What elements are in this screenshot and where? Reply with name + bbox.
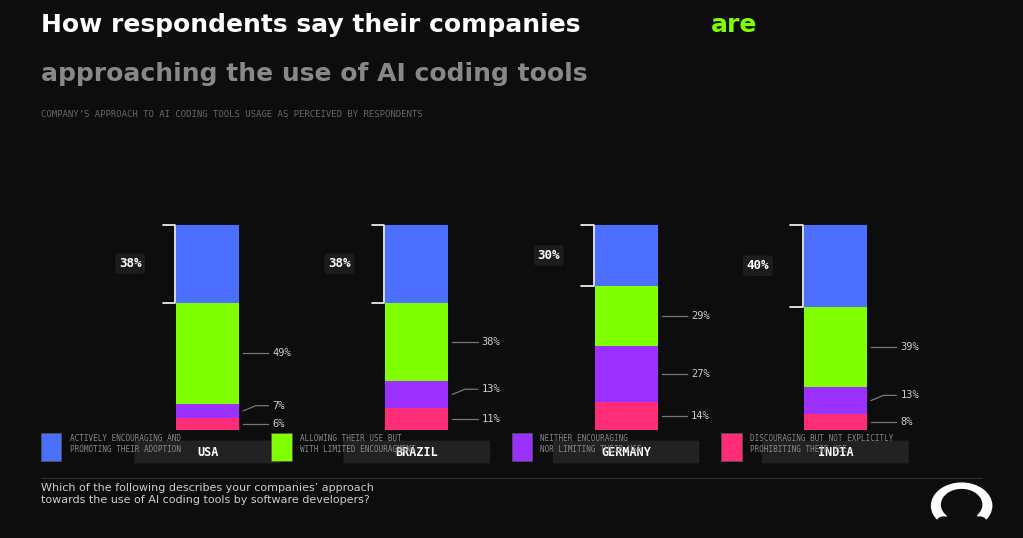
Text: 39%: 39% bbox=[900, 342, 919, 352]
Text: are: are bbox=[711, 13, 757, 38]
Text: 7%: 7% bbox=[272, 401, 285, 410]
Bar bbox=[804, 387, 866, 414]
Text: NEITHER ENCOURAGING
NOR LIMITING THEIR USE: NEITHER ENCOURAGING NOR LIMITING THEIR U… bbox=[540, 434, 641, 454]
Text: 13%: 13% bbox=[482, 384, 500, 394]
Bar bbox=[176, 404, 239, 418]
Circle shape bbox=[937, 517, 950, 527]
Text: 38%: 38% bbox=[482, 337, 500, 347]
Text: Which of the following describes your companies’ approach
towards the use of AI : Which of the following describes your co… bbox=[41, 483, 373, 505]
Bar bbox=[386, 303, 448, 381]
Text: 8%: 8% bbox=[900, 417, 913, 427]
Bar bbox=[386, 381, 448, 408]
Bar bbox=[176, 418, 239, 430]
Bar bbox=[594, 286, 658, 346]
Text: INDIA: INDIA bbox=[817, 445, 853, 458]
Bar bbox=[386, 224, 448, 303]
Text: 30%: 30% bbox=[537, 249, 560, 262]
Text: ACTIVELY ENCOURAGING AND
PROMOTING THEIR ADOPTION: ACTIVELY ENCOURAGING AND PROMOTING THEIR… bbox=[70, 434, 181, 454]
Text: COMPANY’S APPROACH TO AI CODING TOOLS USAGE AS PERCEIVED BY RESPONDENTS: COMPANY’S APPROACH TO AI CODING TOOLS US… bbox=[41, 110, 422, 119]
Bar bbox=[594, 401, 658, 430]
FancyBboxPatch shape bbox=[344, 441, 490, 463]
Text: 14%: 14% bbox=[691, 411, 710, 421]
Circle shape bbox=[941, 490, 982, 520]
Text: approaching the use of AI coding tools: approaching the use of AI coding tools bbox=[41, 62, 587, 86]
Bar bbox=[176, 303, 239, 404]
FancyBboxPatch shape bbox=[762, 441, 908, 463]
Text: 38%: 38% bbox=[119, 257, 141, 270]
Text: 40%: 40% bbox=[747, 259, 769, 272]
Bar bbox=[176, 224, 239, 303]
FancyBboxPatch shape bbox=[134, 441, 281, 463]
Text: USA: USA bbox=[197, 445, 218, 458]
Bar bbox=[594, 346, 658, 401]
FancyBboxPatch shape bbox=[552, 441, 700, 463]
Circle shape bbox=[973, 517, 986, 527]
Text: 38%: 38% bbox=[328, 257, 351, 270]
Bar bbox=[947, 513, 976, 528]
Circle shape bbox=[955, 517, 968, 527]
Bar bbox=[386, 408, 448, 430]
Text: GERMANY: GERMANY bbox=[602, 445, 651, 458]
Text: How respondents say their companies: How respondents say their companies bbox=[41, 13, 589, 38]
Text: DISCOURAGING BUT NOT EXPLICITLY
PROHIBITING THEIR USE: DISCOURAGING BUT NOT EXPLICITLY PROHIBIT… bbox=[750, 434, 893, 454]
Text: 11%: 11% bbox=[482, 414, 500, 424]
Text: 13%: 13% bbox=[900, 391, 919, 400]
Text: 29%: 29% bbox=[691, 311, 710, 321]
Bar bbox=[804, 414, 866, 430]
Bar bbox=[804, 307, 866, 387]
Text: 27%: 27% bbox=[691, 369, 710, 379]
Bar bbox=[594, 224, 658, 286]
Text: 6%: 6% bbox=[272, 419, 285, 429]
Text: ALLOWING THEIR USE BUT
WITH LIMITED ENCOURAGMENT: ALLOWING THEIR USE BUT WITH LIMITED ENCO… bbox=[300, 434, 415, 454]
Text: 49%: 49% bbox=[272, 348, 292, 358]
Bar bbox=[804, 224, 866, 307]
Text: BRAZIL: BRAZIL bbox=[396, 445, 438, 458]
Circle shape bbox=[932, 483, 991, 528]
